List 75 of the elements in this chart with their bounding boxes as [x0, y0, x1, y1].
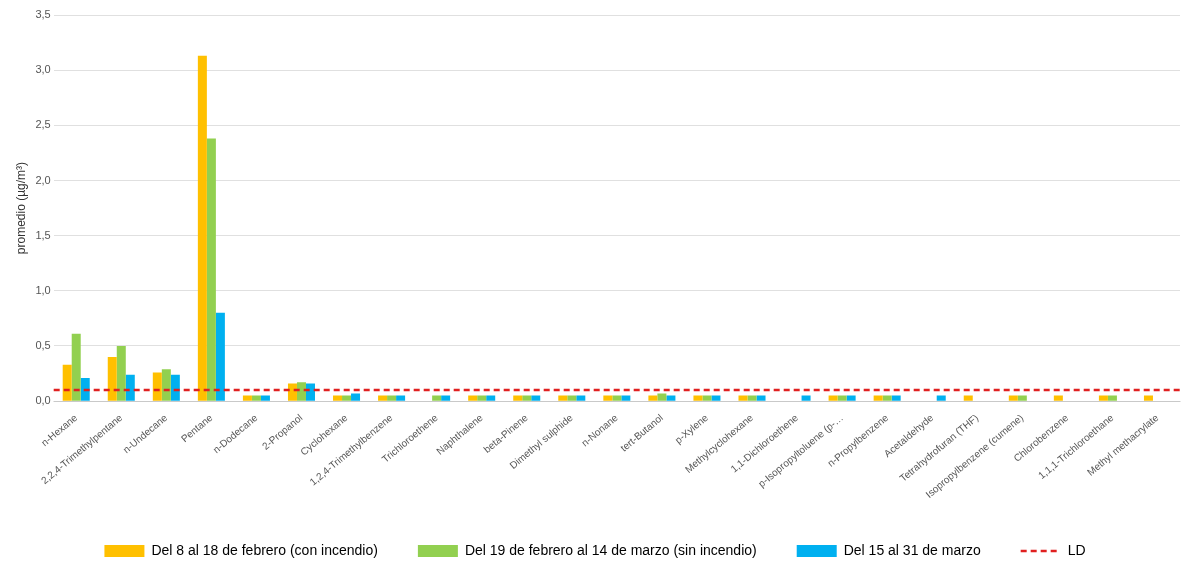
y-tick-label: 3,0 — [35, 63, 51, 76]
bar — [432, 395, 442, 401]
bar — [711, 395, 721, 401]
y-axis-title: promedio (µg/m³) — [13, 161, 28, 255]
bar — [296, 382, 306, 401]
bar — [693, 395, 703, 401]
bar — [567, 395, 577, 401]
bar — [846, 395, 856, 401]
bar — [558, 395, 568, 401]
legend-label: Del 8 al 18 de febrero (con incendio) — [151, 541, 378, 558]
y-tick-label: 2,0 — [35, 173, 51, 186]
bar — [1053, 395, 1063, 401]
bar — [396, 395, 406, 401]
bar — [116, 345, 126, 401]
bar — [1008, 395, 1018, 401]
bar — [387, 395, 397, 401]
bar — [206, 138, 216, 401]
bar — [801, 395, 811, 401]
bar — [260, 395, 270, 401]
bar — [648, 395, 658, 401]
bar — [837, 395, 847, 401]
bar — [351, 393, 361, 401]
bar — [80, 377, 90, 401]
bar — [747, 395, 757, 401]
bar — [666, 395, 676, 401]
bar — [1143, 395, 1153, 401]
bar — [621, 395, 631, 401]
bar — [486, 395, 496, 401]
bar — [531, 395, 541, 401]
bar — [756, 395, 766, 401]
y-tick-label: 1,5 — [35, 228, 51, 241]
bar — [107, 357, 117, 401]
bar — [170, 374, 180, 401]
bar — [873, 395, 883, 401]
bar — [612, 395, 622, 401]
bar — [242, 395, 252, 401]
bar — [152, 372, 162, 401]
bar — [333, 395, 343, 401]
bar — [342, 395, 352, 401]
bar — [603, 395, 613, 401]
bar — [513, 395, 523, 401]
bar — [828, 395, 838, 401]
bar — [657, 393, 667, 401]
bar — [522, 395, 532, 401]
bar — [1107, 395, 1117, 401]
legend-label: LD — [1067, 541, 1086, 558]
bar — [702, 395, 712, 401]
legend-label: Del 15 al 31 de marzo — [843, 541, 981, 558]
bar — [882, 395, 892, 401]
bar — [468, 395, 478, 401]
bar — [62, 364, 72, 401]
bar — [738, 395, 748, 401]
bar — [215, 312, 225, 401]
y-tick-label: 1,0 — [35, 283, 51, 296]
y-tick-label: 0,0 — [35, 394, 51, 407]
bar — [125, 374, 135, 401]
bar — [287, 383, 297, 401]
bar — [963, 395, 973, 401]
bar — [305, 383, 315, 401]
bar — [441, 395, 451, 401]
bar — [936, 395, 946, 401]
legend-label: Del 19 de febrero al 14 de marzo (sin incendio) — [464, 541, 757, 558]
bar — [1017, 395, 1027, 401]
y-tick-label: 3,5 — [35, 8, 51, 21]
bar — [891, 395, 901, 401]
bar — [1098, 395, 1108, 401]
bar — [477, 395, 487, 401]
y-tick-label: 0,5 — [35, 339, 51, 351]
bar — [161, 369, 171, 401]
bar — [378, 395, 388, 401]
bar — [576, 395, 586, 401]
bar — [71, 333, 81, 401]
bar — [197, 55, 207, 401]
bar — [251, 395, 261, 401]
y-tick-label: 2,5 — [35, 118, 51, 131]
